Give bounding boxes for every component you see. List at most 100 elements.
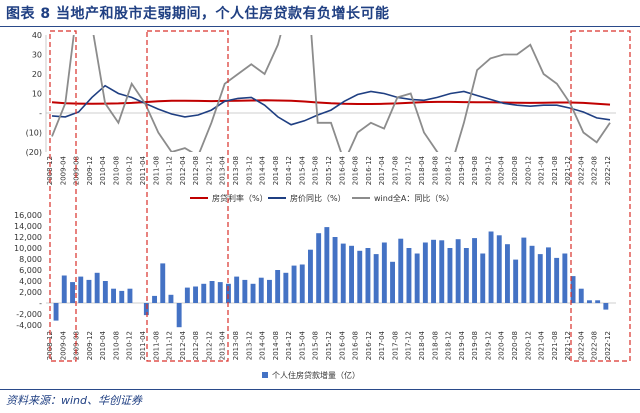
x-tick-label: 2014-04 bbox=[259, 155, 267, 185]
legend-label: 个人住房贷款增量（亿） bbox=[272, 370, 360, 380]
bar bbox=[455, 239, 461, 303]
bar bbox=[554, 257, 560, 303]
x-tick-label: 2015-04 bbox=[298, 155, 306, 185]
bar bbox=[357, 250, 363, 304]
highlight-box bbox=[49, 30, 77, 362]
bar bbox=[127, 288, 133, 303]
x-tick-label: 2015-08 bbox=[312, 331, 320, 360]
bar bbox=[521, 237, 527, 303]
x-tick-label: 2012-08 bbox=[192, 331, 200, 360]
x-tick-label: 2018-04 bbox=[418, 330, 426, 360]
bar bbox=[349, 245, 354, 303]
series-line-2 bbox=[51, 35, 611, 152]
x-tick-label: 2016-04 bbox=[338, 155, 346, 185]
y-tick-label: 4,000 bbox=[19, 277, 42, 286]
x-tick-label: 2012-04 bbox=[179, 155, 187, 185]
x-tick-label: 2022-12 bbox=[604, 331, 612, 360]
bar bbox=[250, 283, 256, 304]
highlight-box bbox=[570, 30, 631, 362]
x-tick-label: 2010-04 bbox=[99, 330, 107, 360]
bar bbox=[53, 303, 59, 321]
x-tick-label: 2013-08 bbox=[232, 331, 240, 360]
bar bbox=[78, 276, 84, 303]
x-tick-label: 2012-12 bbox=[205, 156, 213, 185]
bar bbox=[193, 286, 198, 303]
x-tick-label: 2010-12 bbox=[126, 156, 134, 185]
x-tick-label: 2016-08 bbox=[352, 156, 360, 185]
bar bbox=[152, 295, 157, 303]
x-tick-label: 2011-12 bbox=[166, 156, 174, 185]
bar bbox=[595, 300, 601, 304]
chart-canvas: 40 30 20 10 - (10) (20) 2008-12 2009-04 2009-08 20… bbox=[14, 30, 631, 380]
legend-label: 房价同比（%） bbox=[290, 193, 346, 203]
source-note: 资料来源：wind、华创证券 bbox=[6, 394, 143, 407]
x-tick-label: 2020-08 bbox=[511, 331, 519, 360]
x-tick-label: 2019-12 bbox=[484, 331, 492, 360]
bar bbox=[480, 253, 486, 303]
y-tick-label: 40 bbox=[32, 31, 42, 40]
x-tick-label: 2016-08 bbox=[352, 331, 360, 360]
x-tick-label: 2011-04 bbox=[139, 330, 147, 360]
bar bbox=[242, 279, 248, 303]
x-tick-label: 2009-08 bbox=[73, 156, 81, 185]
y-tick-label: 10 bbox=[32, 90, 42, 99]
bar bbox=[308, 249, 313, 303]
bar bbox=[505, 244, 510, 303]
x-tick-label: 2013-08 bbox=[232, 156, 240, 185]
bar bbox=[70, 282, 75, 303]
bar bbox=[143, 303, 149, 316]
x-tick-label: 2010-08 bbox=[112, 156, 120, 185]
x-tick-label: 2022-04 bbox=[577, 330, 585, 360]
y-tick-label: 16,000 bbox=[14, 211, 42, 220]
bar bbox=[324, 227, 330, 303]
bar bbox=[546, 247, 551, 303]
bar bbox=[258, 277, 264, 303]
y-tick-label: 30 bbox=[32, 51, 42, 60]
x-tick-label: 2015-04 bbox=[298, 330, 306, 360]
x-tick-label: 2012-12 bbox=[205, 331, 213, 360]
bar bbox=[578, 288, 584, 303]
x-tick-label: 2018-12 bbox=[445, 331, 453, 360]
x-tick-label: 2019-04 bbox=[458, 155, 466, 185]
x-tick-label: 2010-12 bbox=[126, 331, 134, 360]
legend-swatch bbox=[262, 372, 268, 378]
x-tick-label: 2009-04 bbox=[59, 330, 67, 360]
y-tick-label: 10,000 bbox=[14, 244, 42, 253]
x-tick-label: 2019-08 bbox=[471, 331, 479, 360]
y-tick-label: 14,000 bbox=[14, 222, 42, 231]
x-tick-label: 2019-08 bbox=[471, 156, 479, 185]
bar bbox=[316, 233, 322, 303]
x-tick-label: 2019-04 bbox=[458, 330, 466, 360]
bar bbox=[496, 235, 502, 303]
legend-label: wind全A：同比（%） bbox=[374, 193, 454, 203]
x-tick-label: 2017-04 bbox=[378, 155, 386, 185]
bar bbox=[160, 263, 166, 303]
x-tick-label: 2015-08 bbox=[312, 156, 320, 185]
x-tick-label: 2011-08 bbox=[152, 156, 160, 185]
bar bbox=[275, 270, 281, 303]
bar bbox=[570, 276, 576, 303]
y-tick-label: -2,000 bbox=[16, 310, 42, 319]
highlight-box bbox=[146, 30, 229, 362]
x-tick-label: 2022-04 bbox=[577, 155, 585, 185]
x-tick-label: 2016-12 bbox=[365, 331, 373, 360]
bar bbox=[472, 238, 477, 303]
x-tick-label: 2010-08 bbox=[112, 331, 120, 360]
y-tick-label: - bbox=[39, 299, 42, 308]
bar bbox=[447, 248, 453, 303]
x-tick-label: 2012-04 bbox=[179, 330, 187, 360]
bar bbox=[414, 253, 420, 303]
series-line-0 bbox=[51, 99, 611, 106]
y-tick-label: 2,000 bbox=[19, 288, 42, 297]
figure-title: 图表 8 当地产和股市走弱期间，个人住房贷款有负增长可能 bbox=[6, 6, 390, 22]
x-tick-label: 2022-08 bbox=[591, 331, 599, 360]
x-tick-label: 2008-12 bbox=[46, 331, 54, 360]
bar bbox=[234, 276, 240, 303]
x-tick-label: 2017-12 bbox=[405, 331, 413, 360]
x-tick-label: 2022-08 bbox=[591, 156, 599, 185]
x-tick-label: 2018-12 bbox=[445, 156, 453, 185]
x-tick-label: 2015-12 bbox=[325, 156, 333, 185]
bar bbox=[381, 242, 387, 303]
title-divider bbox=[0, 26, 640, 27]
